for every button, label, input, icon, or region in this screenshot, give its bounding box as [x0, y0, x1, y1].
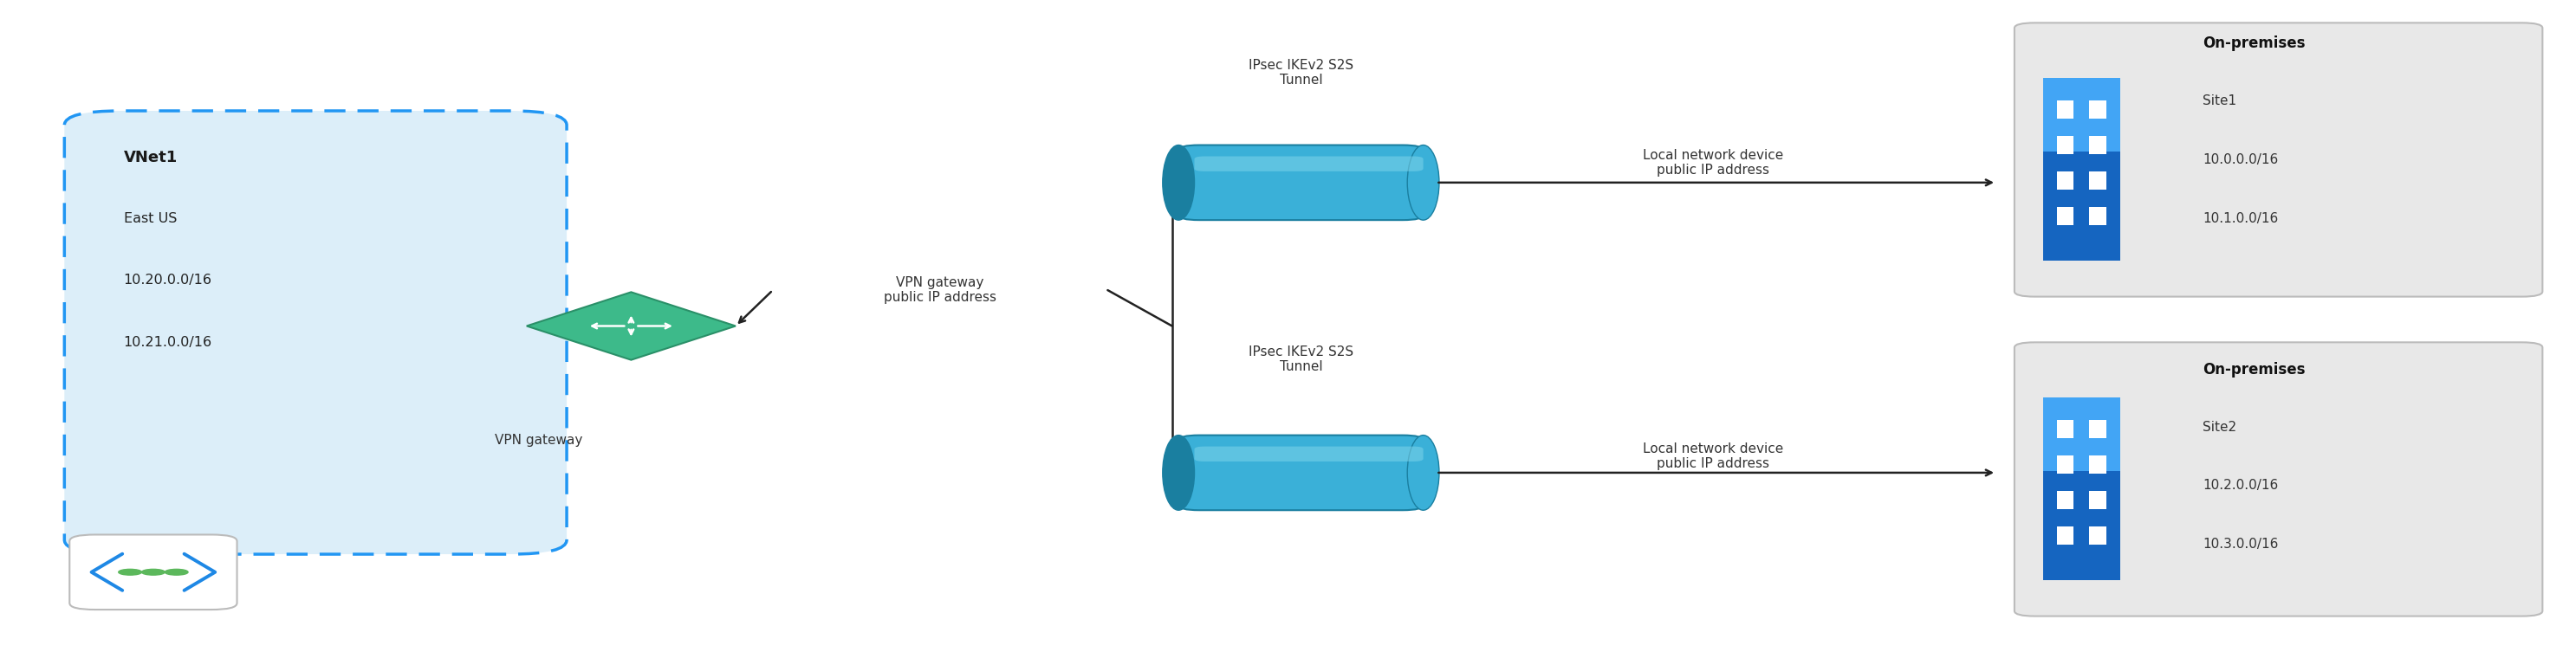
FancyBboxPatch shape [2056, 420, 2074, 438]
Text: 10.1.0.0/16: 10.1.0.0/16 [2202, 212, 2277, 225]
Ellipse shape [1406, 436, 1440, 510]
FancyBboxPatch shape [2043, 78, 2120, 151]
FancyBboxPatch shape [2089, 455, 2107, 473]
FancyBboxPatch shape [1177, 145, 1422, 220]
FancyBboxPatch shape [2043, 398, 2120, 580]
Text: Local network device
public IP address: Local network device public IP address [1643, 149, 1783, 177]
Text: VPN gateway: VPN gateway [495, 434, 582, 447]
Text: 10.2.0.0/16: 10.2.0.0/16 [2202, 479, 2277, 492]
FancyBboxPatch shape [2089, 491, 2107, 509]
Circle shape [118, 569, 142, 575]
Ellipse shape [1406, 145, 1440, 220]
Circle shape [142, 569, 165, 575]
FancyBboxPatch shape [1195, 156, 1422, 171]
FancyBboxPatch shape [2014, 342, 2543, 616]
Ellipse shape [1162, 436, 1195, 510]
FancyBboxPatch shape [2056, 136, 2074, 154]
FancyBboxPatch shape [2043, 78, 2120, 261]
FancyBboxPatch shape [2056, 526, 2074, 544]
FancyBboxPatch shape [2043, 398, 2120, 471]
Text: Local network device
public IP address: Local network device public IP address [1643, 442, 1783, 471]
Text: IPsec IKEv2 S2S
Tunnel: IPsec IKEv2 S2S Tunnel [1249, 346, 1352, 374]
Text: 10.21.0.0/16: 10.21.0.0/16 [124, 336, 211, 349]
Text: VPN gateway
public IP address: VPN gateway public IP address [884, 276, 997, 304]
FancyBboxPatch shape [2089, 171, 2107, 190]
FancyBboxPatch shape [2056, 491, 2074, 509]
Ellipse shape [1162, 145, 1195, 220]
Polygon shape [526, 292, 737, 360]
FancyBboxPatch shape [2089, 526, 2107, 544]
FancyBboxPatch shape [2014, 23, 2543, 297]
FancyBboxPatch shape [2056, 455, 2074, 473]
FancyBboxPatch shape [2056, 171, 2074, 190]
FancyBboxPatch shape [64, 111, 567, 554]
FancyBboxPatch shape [2089, 100, 2107, 119]
Text: 10.20.0.0/16: 10.20.0.0/16 [124, 274, 211, 287]
Text: IPsec IKEv2 S2S
Tunnel: IPsec IKEv2 S2S Tunnel [1249, 59, 1352, 87]
FancyBboxPatch shape [2089, 207, 2107, 225]
FancyBboxPatch shape [2089, 420, 2107, 438]
Text: Site1: Site1 [2202, 95, 2236, 108]
FancyBboxPatch shape [2056, 207, 2074, 225]
FancyBboxPatch shape [1177, 436, 1422, 510]
FancyBboxPatch shape [1195, 447, 1422, 462]
Text: On-premises: On-premises [2202, 362, 2306, 378]
Text: On-premises: On-premises [2202, 36, 2306, 52]
Text: Site2: Site2 [2202, 421, 2236, 434]
Text: VNet1: VNet1 [124, 150, 178, 166]
FancyBboxPatch shape [2089, 136, 2107, 154]
Text: East US: East US [124, 212, 178, 225]
FancyBboxPatch shape [2056, 100, 2074, 119]
FancyBboxPatch shape [70, 535, 237, 610]
Circle shape [165, 569, 188, 575]
Text: 10.3.0.0/16: 10.3.0.0/16 [2202, 538, 2277, 551]
Text: 10.0.0.0/16: 10.0.0.0/16 [2202, 153, 2277, 166]
